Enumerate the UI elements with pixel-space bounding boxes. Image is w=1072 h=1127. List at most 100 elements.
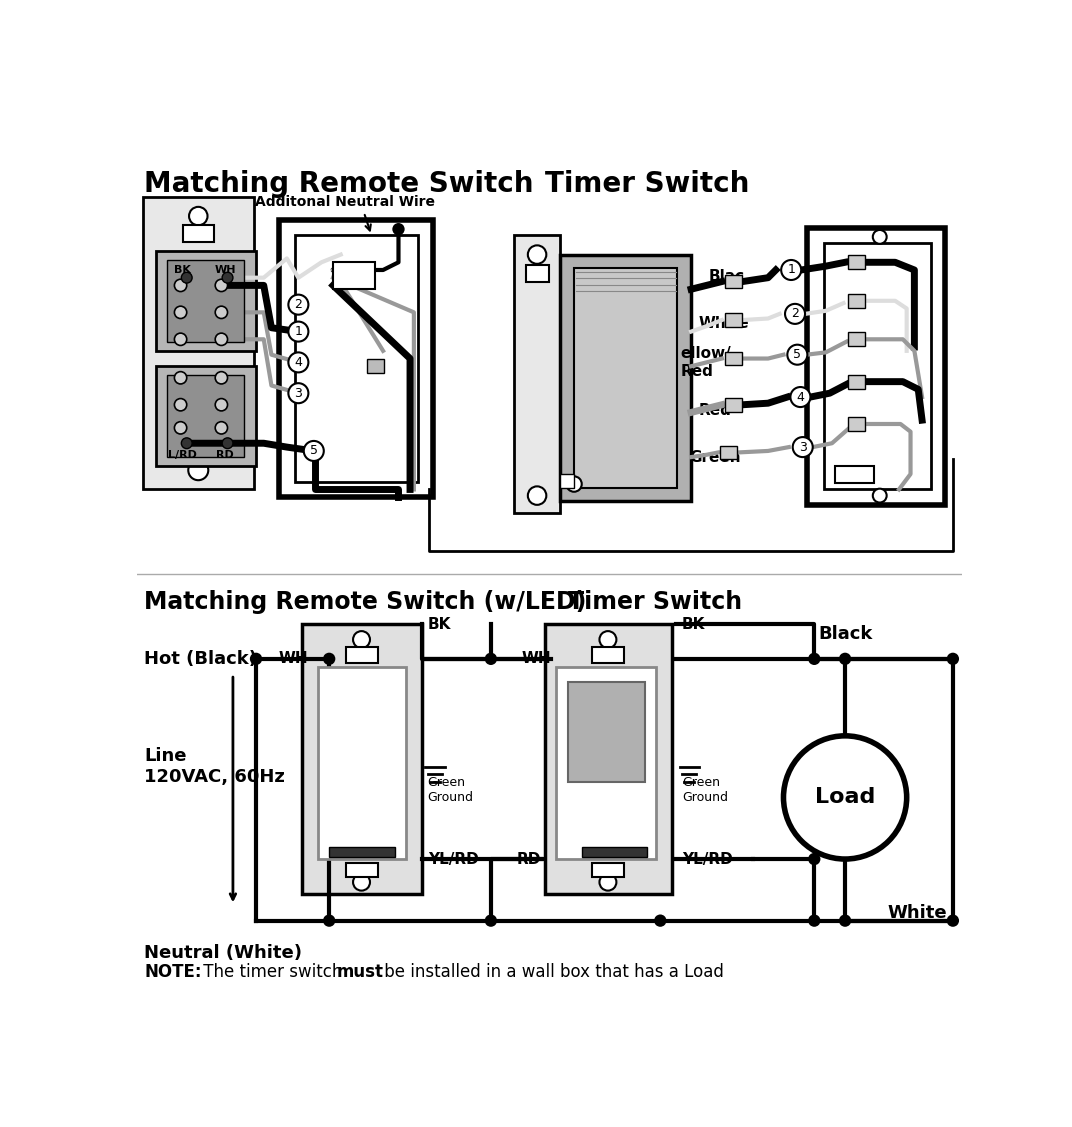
Bar (848, 294, 865, 308)
Bar (848, 256, 865, 269)
Text: 5: 5 (793, 348, 802, 361)
Text: ellow/
Red: ellow/ Red (681, 346, 731, 379)
Bar (725, 398, 742, 411)
Circle shape (784, 736, 907, 859)
Text: BK: BK (175, 265, 191, 275)
Circle shape (839, 653, 851, 665)
Bar (167, 375, 244, 458)
Text: 4: 4 (796, 391, 804, 403)
Circle shape (808, 653, 820, 665)
Text: must: must (337, 962, 384, 980)
Text: Green: Green (689, 450, 741, 464)
Bar (545, 624, 672, 894)
Bar (302, 624, 421, 894)
Circle shape (808, 853, 820, 866)
Circle shape (215, 421, 227, 434)
Text: Black: Black (818, 625, 873, 644)
Text: Blac: Blac (709, 268, 745, 284)
Bar (725, 313, 742, 327)
Text: 3: 3 (295, 387, 302, 400)
Circle shape (947, 653, 959, 665)
Text: BK: BK (428, 616, 451, 632)
Bar (561, 474, 574, 488)
Circle shape (654, 914, 667, 926)
Text: 2: 2 (791, 308, 799, 320)
Text: 1: 1 (295, 325, 302, 338)
Circle shape (527, 246, 547, 264)
Circle shape (175, 334, 187, 346)
Text: Timer Switch: Timer Switch (545, 170, 749, 198)
Text: BK: BK (682, 616, 705, 632)
Text: Hot (Black): Hot (Black) (145, 650, 257, 668)
Bar (848, 374, 865, 389)
Bar (592, 863, 624, 877)
Circle shape (599, 631, 616, 648)
Bar (317, 666, 406, 859)
Text: 5: 5 (310, 444, 317, 458)
Circle shape (485, 653, 497, 665)
Circle shape (392, 223, 404, 236)
Bar (167, 260, 244, 341)
Circle shape (175, 372, 187, 384)
Bar (835, 467, 874, 483)
Circle shape (353, 631, 370, 648)
Text: Timer Switch: Timer Switch (568, 589, 742, 613)
Bar (329, 848, 394, 857)
Bar (525, 265, 549, 282)
Text: The timer switch: The timer switch (198, 962, 348, 980)
Circle shape (790, 387, 810, 407)
Circle shape (288, 383, 309, 403)
Circle shape (222, 438, 233, 449)
Circle shape (785, 304, 805, 323)
Circle shape (215, 399, 227, 411)
Circle shape (288, 321, 309, 341)
Circle shape (215, 334, 227, 346)
Circle shape (181, 273, 192, 283)
Circle shape (181, 438, 192, 449)
Circle shape (175, 399, 187, 411)
Circle shape (215, 372, 227, 384)
Circle shape (189, 460, 208, 480)
Circle shape (175, 279, 187, 292)
Text: Red: Red (699, 402, 732, 418)
Bar (568, 682, 645, 782)
Text: Line
120VAC, 60Hz: Line 120VAC, 60Hz (145, 747, 285, 786)
Circle shape (215, 279, 227, 292)
Circle shape (323, 914, 336, 926)
Bar (367, 360, 384, 373)
Bar (346, 647, 378, 663)
Circle shape (303, 441, 324, 461)
Bar (279, 220, 433, 497)
Text: WH: WH (521, 651, 551, 666)
Text: Green
Ground: Green Ground (428, 775, 474, 804)
Circle shape (873, 489, 887, 503)
Bar (725, 275, 742, 289)
Circle shape (215, 307, 227, 319)
Bar (848, 332, 865, 346)
Text: Green
Ground: Green Ground (682, 775, 728, 804)
Text: WH: WH (214, 265, 236, 275)
Bar (333, 263, 375, 290)
Bar (725, 352, 742, 365)
Bar (561, 255, 691, 502)
Circle shape (792, 437, 813, 458)
Bar (806, 228, 946, 505)
Text: L/RD: L/RD (168, 450, 197, 460)
Circle shape (839, 914, 851, 926)
Bar (143, 197, 254, 489)
Circle shape (873, 230, 887, 243)
Text: WH: WH (279, 651, 309, 666)
Circle shape (250, 653, 263, 665)
Bar (183, 224, 213, 241)
Circle shape (947, 914, 959, 926)
Text: White: White (888, 904, 947, 922)
Text: NOTE:: NOTE: (145, 962, 202, 980)
Circle shape (288, 353, 309, 372)
Bar (592, 647, 624, 663)
Bar (513, 236, 561, 513)
Circle shape (353, 873, 370, 890)
Text: 4: 4 (295, 356, 302, 369)
Bar (346, 863, 378, 877)
Circle shape (222, 273, 233, 283)
Bar (155, 250, 256, 350)
